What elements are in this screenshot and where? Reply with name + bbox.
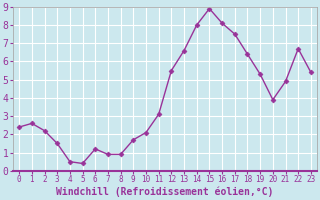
X-axis label: Windchill (Refroidissement éolien,°C): Windchill (Refroidissement éolien,°C): [56, 187, 274, 197]
